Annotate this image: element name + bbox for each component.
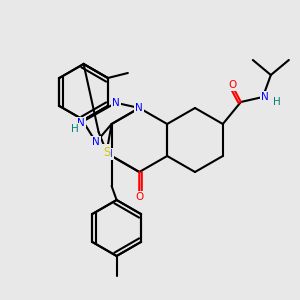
Text: O: O (229, 80, 237, 90)
Text: N: N (135, 103, 143, 113)
Text: N: N (92, 137, 100, 147)
Text: O: O (135, 192, 143, 202)
Text: N: N (112, 98, 120, 108)
Text: N: N (105, 149, 112, 159)
Text: S: S (103, 146, 110, 158)
Text: H: H (273, 97, 281, 107)
Text: H: H (71, 124, 79, 134)
Text: N: N (261, 92, 269, 102)
Text: N: N (77, 118, 85, 128)
